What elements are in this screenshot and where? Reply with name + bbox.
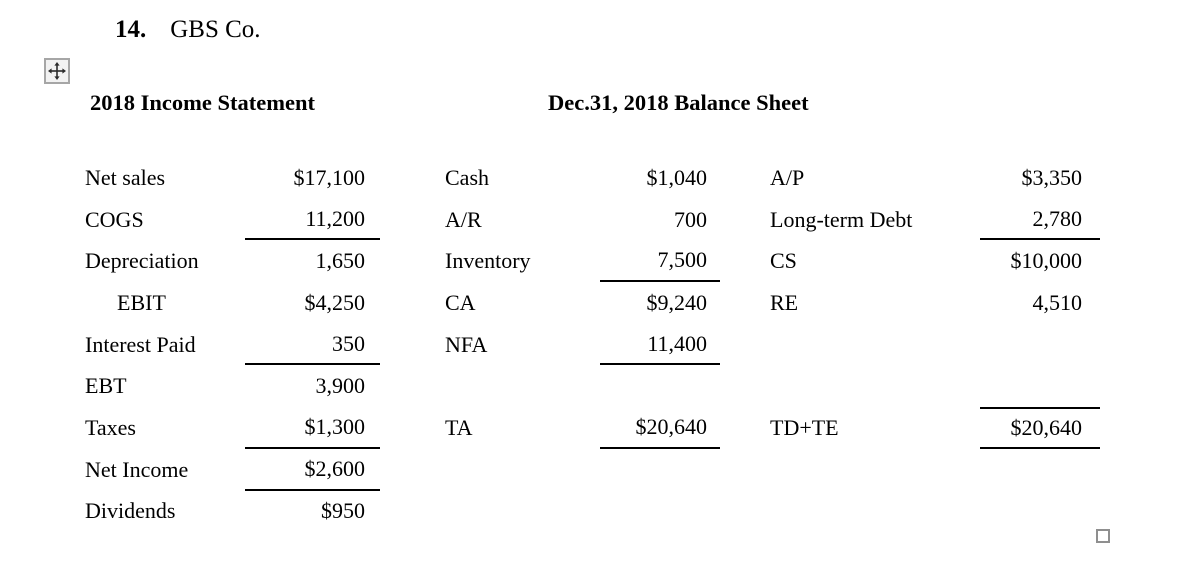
asset-row-value: 7,500 [600, 240, 720, 283]
liab-row-value: 2,780 [980, 199, 1100, 241]
is-row-value: 1,650 [315, 248, 366, 274]
asset-row-value: $20,640 [600, 407, 720, 449]
move-icon [48, 62, 66, 80]
is-row-value: $1,300 [245, 407, 380, 449]
is-row-label: Depreciation [85, 248, 199, 274]
liab-row-label [770, 324, 980, 366]
asset-row-value: 11,400 [600, 324, 720, 366]
liab-row-value: $10,000 [1010, 248, 1083, 274]
liab-row-value [980, 324, 1100, 366]
is-row-label: Interest Paid [85, 331, 196, 357]
liab-row-label: CS [770, 248, 797, 274]
is-row-label: Dividends [85, 498, 176, 524]
is-row-label: EBT [85, 373, 127, 399]
liab-row-value: $3,350 [1021, 164, 1083, 190]
company-name: GBS Co. [170, 16, 261, 43]
is-row-label: EBIT [117, 289, 166, 315]
move-handle[interactable] [44, 58, 70, 84]
asset-row-label [445, 365, 600, 407]
is-row-value: 350 [245, 324, 380, 366]
is-row-label: Taxes [85, 414, 136, 440]
asset-row-label: CA [445, 289, 476, 315]
is-row-value: $2,600 [245, 449, 380, 491]
asset-row-label: Cash [445, 164, 489, 190]
balance-sheet-liabilities-table: A/P $3,350 Long-term Debt 2,780 CS $10,0… [770, 157, 1100, 449]
is-row-label: COGS [85, 206, 144, 232]
is-row-value: $4,250 [304, 289, 366, 315]
balance-sheet-header: Dec.31, 2018 Balance Sheet [548, 90, 809, 115]
is-row-label: Net Income [85, 456, 189, 482]
liab-row-label: RE [770, 289, 799, 315]
is-row-value: 3,900 [315, 373, 366, 399]
corner-resize-handle-icon[interactable] [1096, 529, 1110, 543]
asset-row-value: $9,240 [646, 289, 708, 315]
asset-row-value [600, 365, 720, 407]
liab-row-value: $20,640 [980, 407, 1100, 449]
income-statement-table: Net sales $17,100 COGS 11,200 Depreciati… [85, 157, 380, 532]
asset-row-label: NFA [445, 331, 488, 357]
liab-row-value: 4,510 [1032, 289, 1083, 315]
asset-row-label: TA [445, 414, 473, 440]
is-row-value: $17,100 [293, 164, 366, 190]
liab-row-label: TD+TE [770, 414, 839, 440]
liab-row-label: Long-term Debt [770, 206, 913, 232]
balance-sheet-assets-table: Cash $1,040 A/R 700 Inventory 7,500 CA $… [445, 157, 720, 449]
is-row-label: Net sales [85, 164, 166, 190]
income-statement-header: 2018 Income Statement [90, 90, 315, 115]
is-row-value: $950 [321, 498, 365, 524]
problem-title: 14. GBS Co. [115, 16, 261, 44]
asset-row-label: Inventory [445, 248, 531, 274]
problem-number: 14. [115, 16, 147, 43]
asset-row-value: $1,040 [646, 164, 708, 190]
liab-row-label [770, 365, 980, 407]
asset-row-value: 700 [674, 206, 707, 232]
asset-row-label: A/R [445, 206, 482, 232]
liab-row-value [980, 365, 1100, 407]
liab-row-label: A/P [770, 164, 805, 190]
is-row-value: 11,200 [245, 199, 380, 241]
